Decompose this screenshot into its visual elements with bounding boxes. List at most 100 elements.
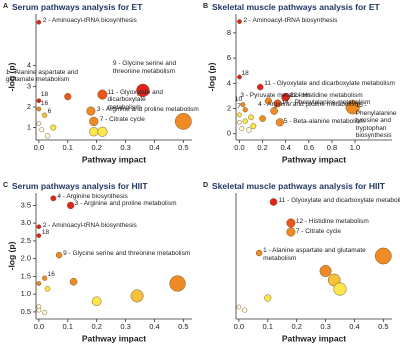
panel-title: Skeletal muscle pathways analysis for ET	[212, 2, 380, 12]
y-tick-label: 3.0	[21, 218, 31, 227]
point	[245, 127, 252, 133]
point-label: 3 - Pyruvate metabolism	[240, 91, 311, 99]
point-label: 16	[47, 271, 55, 279]
panel: 0.0 0.1 0.2 0.3 0.4 0.5 Pathway impact D Skeleta…	[200, 179, 400, 358]
plot: 0.0 0.1 0.2 0.3 0.4 0.5 1 2 3 4 Pathway impact -log…	[6, 14, 192, 164]
x-axis-label: Pathway impact	[282, 154, 346, 164]
point	[250, 123, 257, 130]
point-label: 3 - Arginine and proline metabolism	[74, 200, 177, 208]
x-tick-label: 0.2	[291, 322, 301, 331]
point-label: 6	[47, 108, 52, 116]
point	[44, 286, 51, 292]
y-tick-label: 6	[227, 53, 231, 62]
point	[136, 83, 150, 98]
plot: 0.0 0.1 0.2 0.3 0.4 0.5 Pathway impact	[234, 193, 392, 343]
point-label: 4 - Arginine and proline metabolism	[258, 101, 361, 109]
x-tick-label: 0.5	[178, 322, 188, 331]
panel-letter: B	[203, 3, 209, 10]
point-label: 3 - Arginine and proline metabolism	[96, 106, 199, 114]
y-tick-label: 2.5	[21, 236, 31, 245]
x-tick-label: 0.4	[149, 143, 159, 152]
point	[42, 112, 48, 118]
point-label: 9 - Glycine serine and threonine metabol…	[63, 250, 191, 258]
x-axis-label: Pathway impact	[282, 333, 346, 343]
point	[257, 83, 264, 91]
point	[36, 121, 42, 126]
x-tick-label: 0.6	[304, 143, 314, 152]
x-tick-label: 0.5	[378, 322, 388, 331]
point-label: 11 - Glyoxylate and dicarboxylate metabo…	[107, 88, 163, 111]
y-tick-label: 4	[227, 78, 231, 87]
x-tick-label: 0.0	[234, 322, 244, 331]
point	[273, 99, 282, 108]
point	[36, 19, 42, 25]
x-tick-label: 1.0	[350, 143, 360, 152]
point	[89, 127, 99, 137]
x-tick-label: 0.0	[34, 322, 44, 331]
point-label: 7 - Citrate cycle	[99, 116, 145, 124]
point-label: 7 - Citrate cycle	[295, 228, 342, 235]
point	[42, 275, 48, 281]
x-tick-label: 0.3	[320, 322, 330, 331]
x-axis-label: Pathway impact	[82, 333, 146, 343]
x-tick-label: 0.0	[34, 143, 44, 152]
point	[239, 126, 245, 132]
y-tick-label: 8	[227, 28, 231, 37]
y-axis-label: -log (p)	[6, 241, 16, 270]
point	[242, 307, 248, 313]
y-tick-label: 0	[227, 129, 231, 138]
point	[240, 102, 246, 108]
y-tick-label: 3	[27, 81, 31, 90]
y-tick-label: 0.5	[21, 307, 31, 316]
panel-letter: A	[3, 3, 9, 10]
point-label: 9 - Glycine serine and threonine metabol…	[112, 60, 177, 75]
point	[36, 98, 42, 104]
point	[66, 201, 75, 210]
y-tick-label: 3.5	[21, 200, 31, 209]
panel-title: Serum pathways analysis for HIIT	[12, 181, 148, 191]
point	[237, 119, 242, 125]
point	[255, 249, 263, 257]
point	[319, 265, 332, 277]
point-label: 2 - Aminoacyl-tRNA biosynthesis	[42, 17, 137, 25]
x-tick-label: 0.4	[349, 322, 359, 331]
point	[242, 118, 248, 124]
x-tick-label: 0.0	[234, 143, 244, 152]
x-tick-label: 0.1	[63, 322, 73, 331]
point-label: 10	[234, 95, 243, 103]
x-tick-label: 0.4	[149, 322, 159, 331]
point	[286, 227, 296, 237]
point	[36, 281, 42, 286]
point	[169, 275, 186, 292]
point-label: 18	[40, 90, 49, 98]
point-label: 1 - Alanine aspartate and glutamate meta…	[263, 247, 366, 262]
y-tick-label: 4	[27, 61, 31, 70]
x-tick-label: 0.2	[91, 322, 101, 331]
point	[286, 218, 296, 228]
point	[174, 113, 192, 130]
x-tick-label: 0.1	[263, 322, 273, 331]
panel: 0.0 0.1 0.2 0.3 0.4 0.5 1 2 3 4 Pathway impact -log…	[0, 0, 200, 179]
point-label: 7	[237, 102, 241, 110]
y-tick-label: 1.0	[21, 289, 31, 298]
point-label: 12 - Histidine metabolism	[295, 218, 369, 225]
point	[237, 19, 242, 24]
point-label: 5 - Beta-alanine metabolism	[283, 118, 365, 126]
y-axis-label: -log (p)	[6, 62, 16, 91]
panel: 0.0 0.1 0.2 0.3 0.4 0.5 0.5 1.0 1.5 2.0 2.5 3.0 3.5 P…	[0, 179, 200, 358]
point	[42, 310, 48, 316]
point	[36, 106, 42, 112]
point	[55, 251, 63, 259]
point-label: 18	[241, 70, 249, 77]
point	[89, 116, 99, 127]
point	[44, 133, 51, 139]
point-label: 15 - Phenylalanine tyrosine and tryptoph…	[355, 102, 397, 140]
panel-title: Serum pathways analysis for ET	[12, 2, 143, 12]
panel-letter: C	[3, 182, 9, 189]
point	[236, 304, 242, 310]
x-tick-label: 0.1	[63, 143, 73, 152]
point	[237, 112, 242, 118]
point	[130, 289, 144, 303]
point	[36, 233, 42, 238]
